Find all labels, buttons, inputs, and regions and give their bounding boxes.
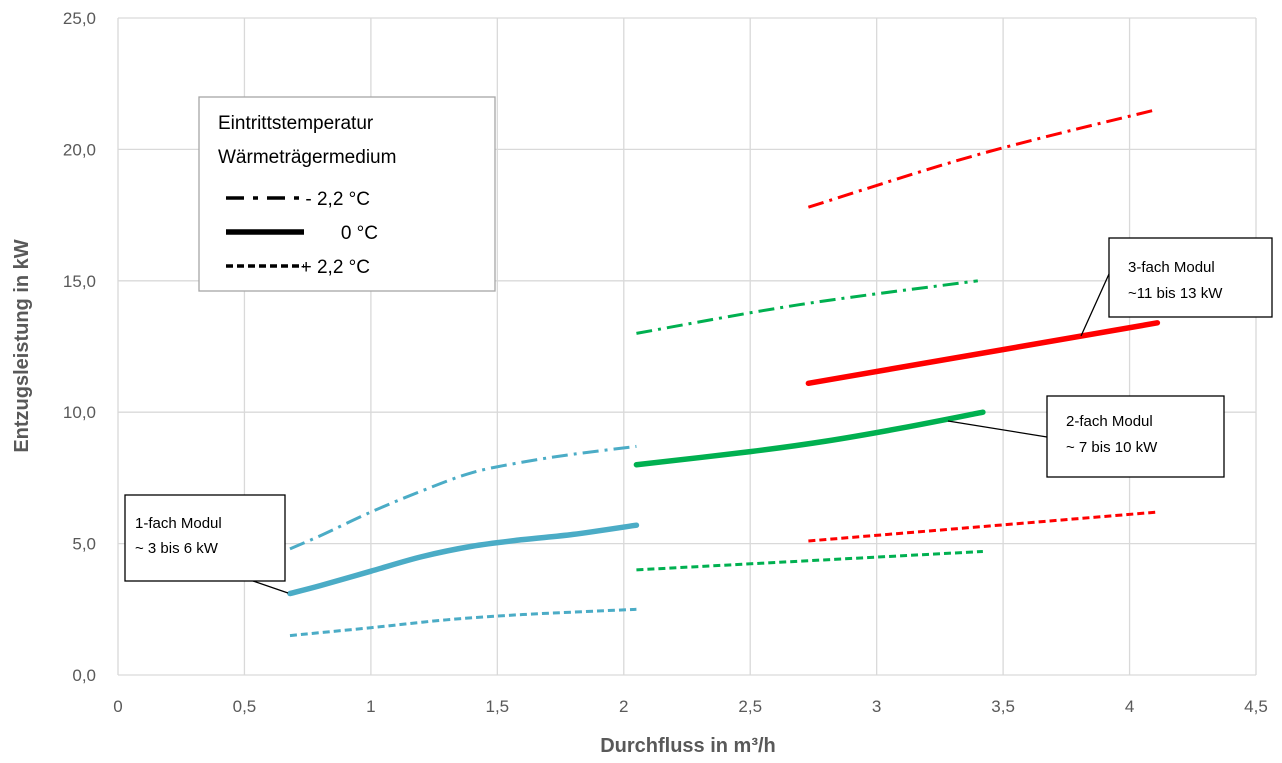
annotation-1fach-line2: ~ 3 bis 6 kW (135, 540, 219, 557)
legend-title-line1: Eintrittstemperatur (218, 113, 374, 134)
x-tick-label-6: 3 (872, 697, 881, 716)
series-line-one-plus (289, 607, 637, 638)
series-line-three-zero (805, 320, 1161, 387)
annotation-3fach-line1: 3-fach Modul (1128, 259, 1215, 276)
x-tick-label-0: 0 (113, 697, 122, 716)
y-axis-title: Entzugsleistung in kW (11, 239, 33, 452)
y-tick-label-0: 0,0 (72, 666, 96, 685)
annotation-1fach-line1: 1-fach Modul (135, 515, 222, 532)
series-line-two-plus (636, 549, 983, 572)
y-tick-label-3: 15,0 (63, 272, 96, 291)
x-tick-label-9: 4,5 (1244, 697, 1268, 716)
x-tick-label-7: 3,5 (991, 697, 1015, 716)
legend-label-minus: - 2,2 °C (305, 189, 370, 210)
y-tick-label-4: 20,0 (63, 140, 96, 159)
x-tick-label-4: 2 (619, 697, 628, 716)
annotation-3fach-leader (1080, 273, 1110, 337)
annotation-3fach-line2: ~11 bis 13 kW (1128, 285, 1223, 302)
series-lines (287, 108, 1161, 638)
tick-labels: 0 0,5 1 1,5 2 2,5 3 3,5 4 4,5 0,0 5,0 10,0 15,0 20,0 25… (63, 9, 1268, 716)
series-line-three-plus (808, 510, 1158, 543)
annotations: 1-fach Modul ~ 3 bis 6 kW 2-fach Modul ~… (124, 237, 1273, 594)
legend-label-plus: + 2,2 °C (301, 257, 370, 278)
legend-box (198, 96, 496, 292)
legend-label-zero: 0 °C (341, 223, 378, 244)
x-tick-label-8: 4 (1125, 697, 1134, 716)
annotation-1fach-leader (252, 580, 289, 594)
x-tick-label-3: 1,5 (486, 697, 510, 716)
annotation-1fach-box (124, 494, 286, 582)
x-tick-label-1: 0,5 (233, 697, 257, 716)
annotation-2fach-box (1046, 395, 1225, 478)
legend: Eintrittstemperatur Wärmeträgermedium - … (198, 96, 496, 292)
series-line-two-zero (633, 409, 986, 468)
annotation-2fach-line2: ~ 7 bis 10 kW (1066, 439, 1158, 456)
series-line-two-minus (636, 279, 979, 335)
y-tick-label-1: 5,0 (72, 535, 96, 554)
annotation-2fach-line1: 2-fach Modul (1066, 413, 1153, 430)
series-line-one-zero (287, 522, 640, 597)
annotation-3fach-box (1108, 237, 1273, 318)
x-axis-title: Durchfluss in m³/h (600, 735, 776, 757)
x-tick-label-5: 2,5 (738, 697, 762, 716)
series-line-one-minus (289, 444, 637, 551)
x-tick-label-2: 1 (366, 697, 375, 716)
series-line-three-minus (807, 108, 1156, 209)
legend-title-line2: Wärmeträgermedium (218, 147, 396, 168)
y-tick-label-5: 25,0 (63, 9, 96, 28)
y-tick-label-2: 10,0 (63, 403, 96, 422)
annotation-2fach-leader (947, 420, 1048, 438)
